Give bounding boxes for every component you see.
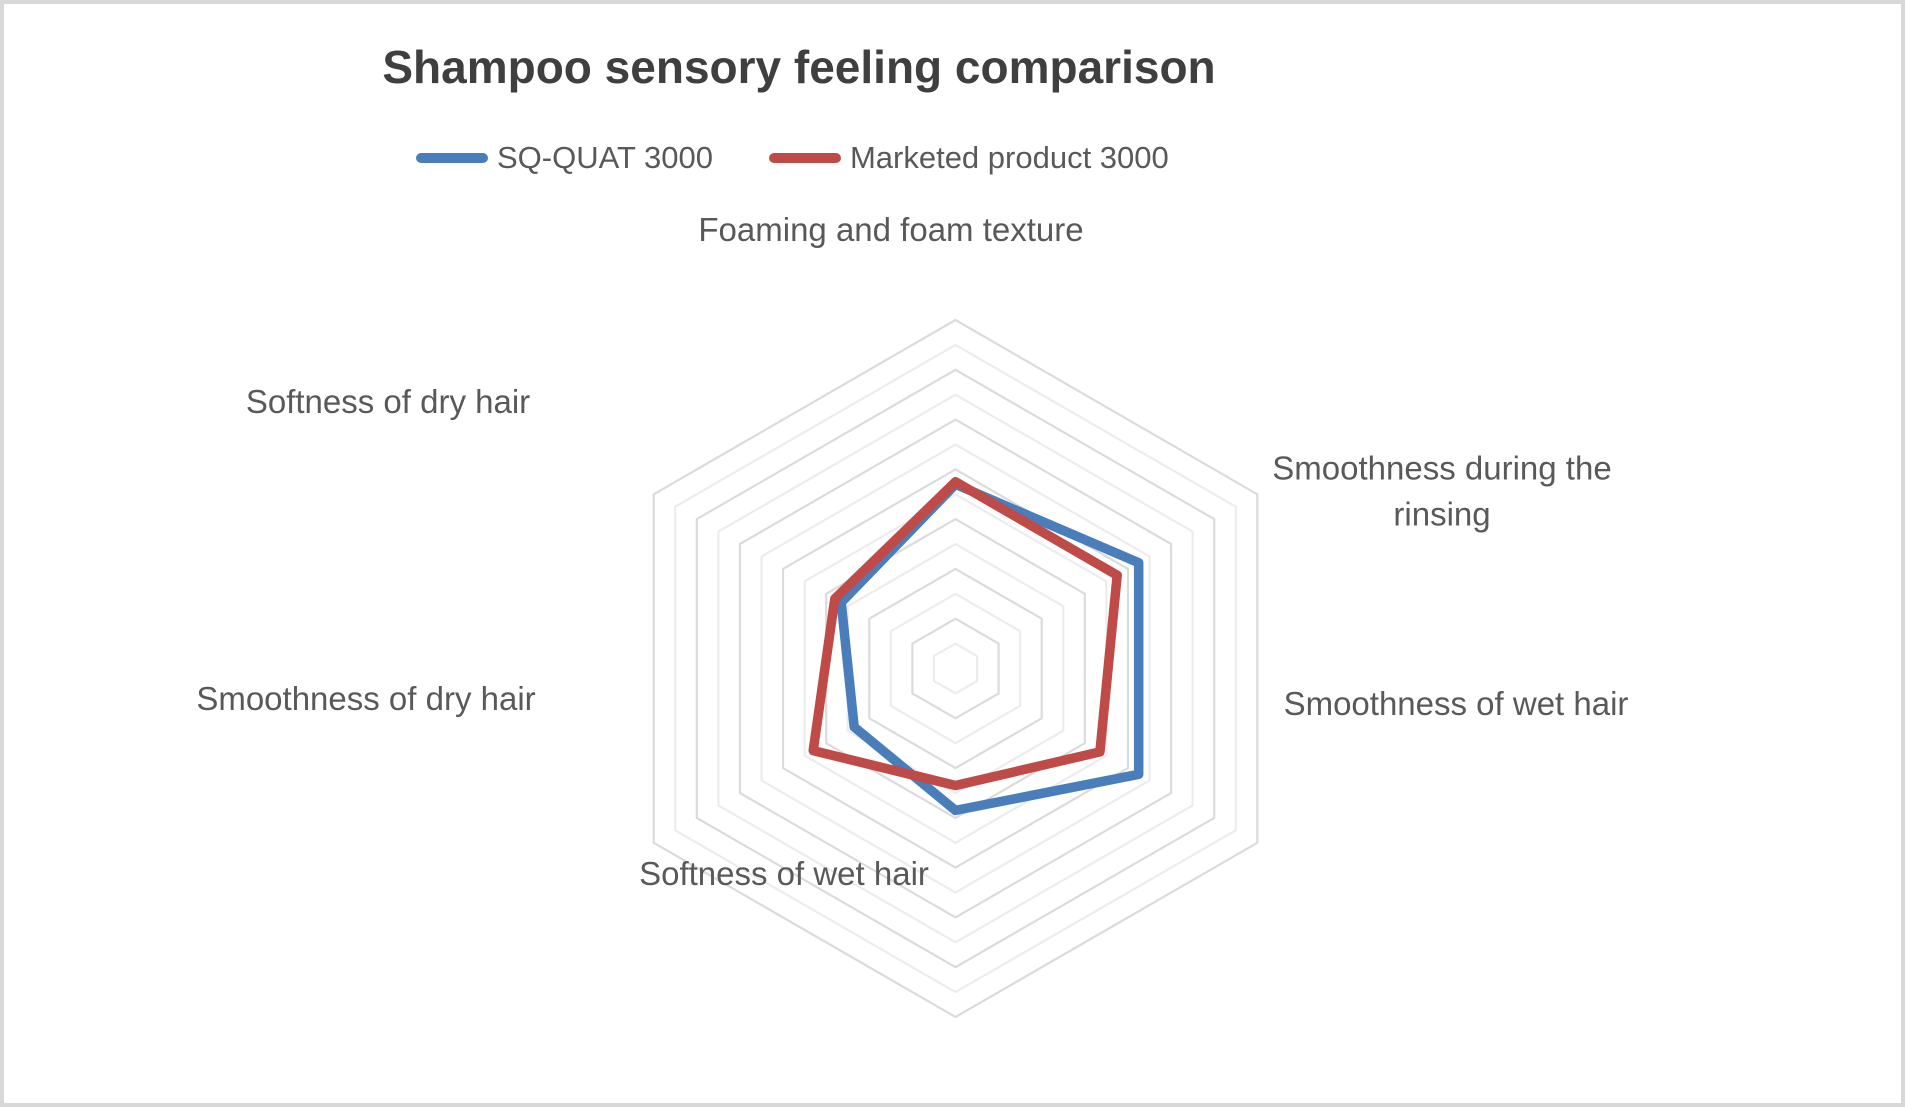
grid-ring-13	[674, 343, 1237, 994]
chart-title: Shampoo sensory feeling comparison	[382, 41, 1216, 93]
grid-ring-3	[889, 592, 1022, 745]
legend: SQ-QUAT 3000 Marketed product 3000	[416, 140, 1169, 176]
grid-ring-6	[825, 517, 1086, 820]
legend-label: Marketed product 3000	[849, 140, 1169, 175]
legend-line-swatch-red	[768, 153, 841, 163]
grid-ring-9	[760, 443, 1151, 894]
grid-ring-14	[652, 318, 1259, 1019]
axis-label-softness-of-dry-hair: Softness of dry hair	[245, 383, 531, 421]
grid-ring-2	[911, 617, 1000, 720]
grid-ring-1	[932, 642, 979, 695]
axis-label-foaming-and-foam-texture: Foaming and foam texture	[698, 211, 1084, 249]
axis-label-softness-of-wet-hair: Softness of wet hair	[639, 855, 929, 893]
grid-ring-4	[868, 567, 1043, 770]
grid-ring-11	[717, 393, 1194, 944]
axis-label-smoothness-of-dry-hair: Smoothness of dry hair	[196, 680, 536, 718]
series-polygon-sq-quat-3000[interactable]	[836, 479, 1144, 816]
grid-ring-8	[781, 468, 1130, 869]
legend-item-sq-quat-3000[interactable]: SQ-QUAT 3000	[416, 140, 713, 176]
legend-label: SQ-QUAT 3000	[497, 140, 713, 175]
axis-label-smoothness-of-wet-hair: Smoothness of wet hair	[1283, 685, 1629, 723]
legend-line-swatch-blue	[416, 153, 488, 163]
grid-ring-7	[803, 493, 1108, 844]
legend-item-marketed-product-3000[interactable]: Marketed product 3000	[768, 140, 1169, 176]
series-polygon-marketed-product-3000[interactable]	[808, 477, 1122, 791]
grid-ring-5	[846, 542, 1065, 795]
grid-ring-10	[738, 418, 1173, 919]
radar-chart-plot-area[interactable]	[4, 4, 1905, 1107]
axis-label-smoothness-during-the-rinsing: Smoothness during the rinsing	[1272, 449, 1612, 532]
grid-ring-12	[695, 368, 1216, 969]
